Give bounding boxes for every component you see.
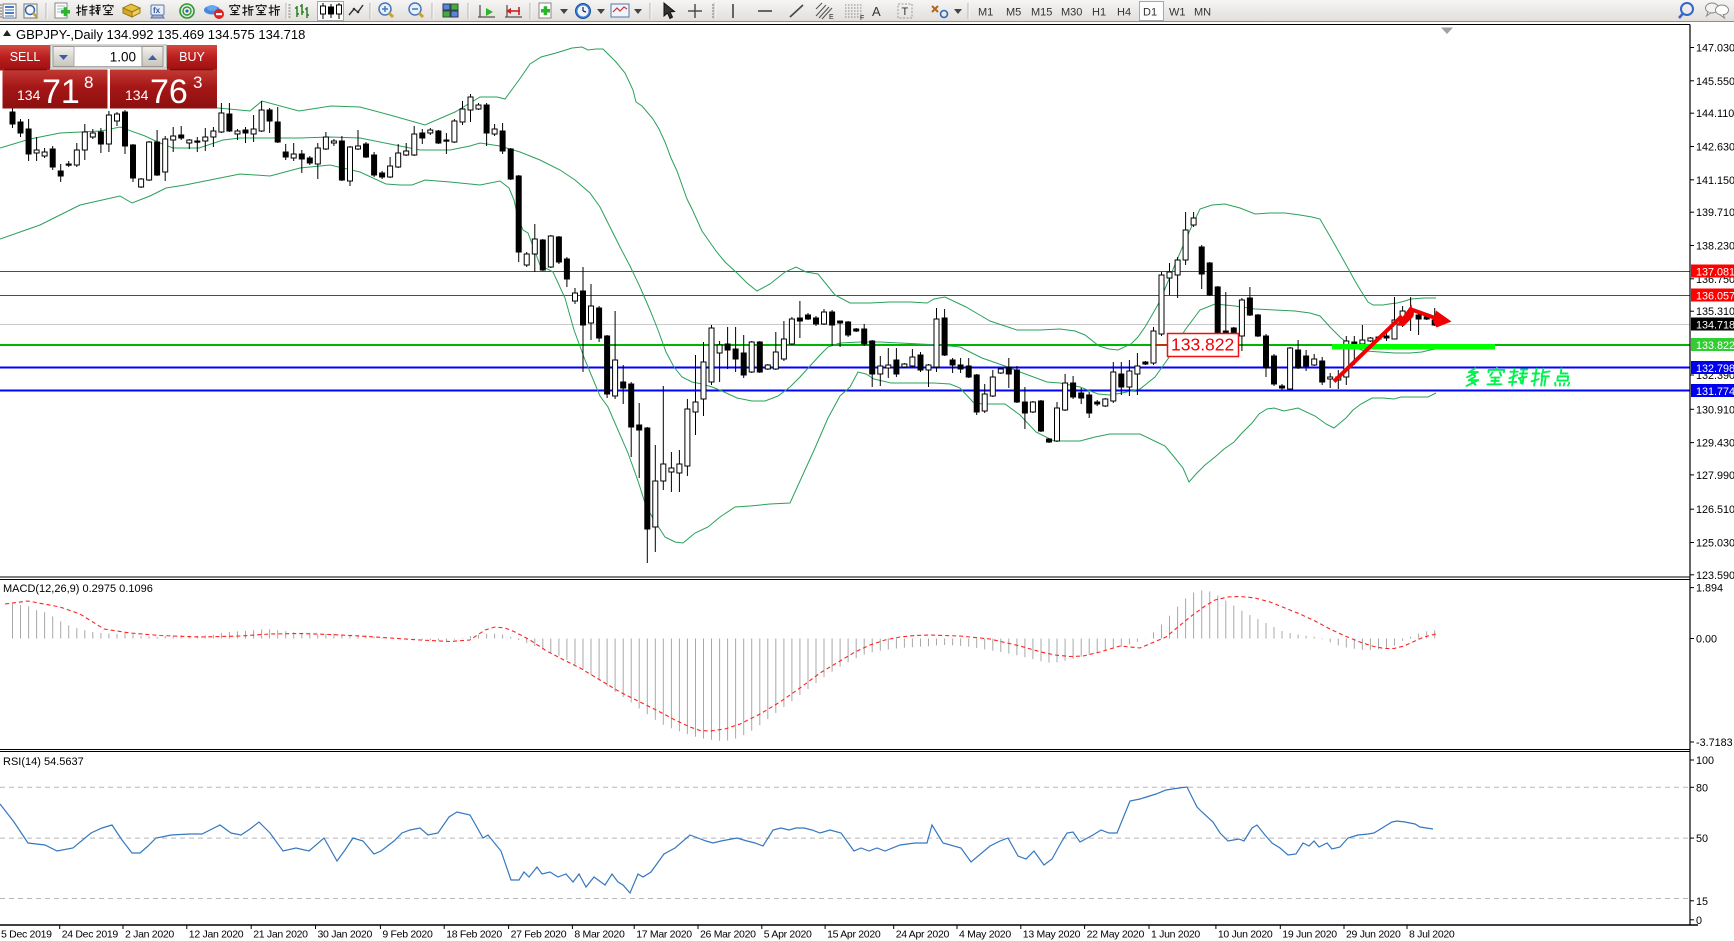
svg-text:134.718: 134.718 <box>1696 319 1734 331</box>
svg-text:GBPJPY-,Daily 134.992 135.469: GBPJPY-,Daily 134.992 135.469 134.575 13… <box>16 27 305 42</box>
svg-text:D1: D1 <box>1143 7 1157 19</box>
svg-text:E: E <box>829 14 834 21</box>
svg-text:MACD(12,26,9) 0.2975 0.1096: MACD(12,26,9) 0.2975 0.1096 <box>3 583 153 595</box>
svg-text:4 May 2020: 4 May 2020 <box>959 929 1011 941</box>
svg-text:127.990: 127.990 <box>1696 470 1734 482</box>
svg-text:147.030: 147.030 <box>1696 43 1734 55</box>
svg-text:137.081: 137.081 <box>1696 266 1734 278</box>
svg-text:1.894: 1.894 <box>1696 583 1723 595</box>
svg-text:5 Apr 2020: 5 Apr 2020 <box>764 929 812 941</box>
svg-text:W1: W1 <box>1169 7 1186 19</box>
svg-text:2 Jan 2020: 2 Jan 2020 <box>125 929 174 941</box>
svg-text:144.110: 144.110 <box>1696 108 1734 120</box>
svg-text:135.310: 135.310 <box>1696 306 1734 318</box>
svg-text:RSI(14) 54.5637: RSI(14) 54.5637 <box>3 756 84 768</box>
svg-text:30 Jan 2020: 30 Jan 2020 <box>318 929 373 941</box>
svg-text:H4: H4 <box>1117 7 1131 19</box>
svg-text:126.510: 126.510 <box>1696 504 1734 516</box>
svg-text:50: 50 <box>1696 833 1708 845</box>
svg-text:5 Dec 2019: 5 Dec 2019 <box>1 929 52 941</box>
svg-text:71: 71 <box>42 73 80 111</box>
svg-text:13 May 2020: 13 May 2020 <box>1023 929 1081 941</box>
svg-text:24 Dec 2019: 24 Dec 2019 <box>62 929 119 941</box>
svg-text:3: 3 <box>193 73 202 92</box>
svg-text:T: T <box>902 6 909 18</box>
svg-text:29 Jun 2020: 29 Jun 2020 <box>1346 929 1401 941</box>
svg-text:H1: H1 <box>1092 7 1106 19</box>
svg-text:8 Jul 2020: 8 Jul 2020 <box>1409 929 1455 941</box>
svg-text:136.057: 136.057 <box>1696 290 1734 302</box>
svg-text:9 Feb 2020: 9 Feb 2020 <box>382 929 433 941</box>
svg-text:1 Jun 2020: 1 Jun 2020 <box>1151 929 1200 941</box>
svg-text:139.710: 139.710 <box>1696 207 1734 219</box>
svg-text:15 Apr 2020: 15 Apr 2020 <box>827 929 881 941</box>
svg-text:138.230: 138.230 <box>1696 241 1734 253</box>
svg-text:0.00: 0.00 <box>1696 634 1717 646</box>
svg-text:145.550: 145.550 <box>1696 76 1734 88</box>
svg-text:24 Apr 2020: 24 Apr 2020 <box>896 929 950 941</box>
svg-text:131.774: 131.774 <box>1696 386 1734 398</box>
svg-text:27 Feb 2020: 27 Feb 2020 <box>511 929 567 941</box>
svg-text:1.00: 1.00 <box>110 50 136 65</box>
svg-text:0: 0 <box>1696 915 1702 927</box>
svg-text:22 May 2020: 22 May 2020 <box>1087 929 1145 941</box>
svg-text:12 Jan 2020: 12 Jan 2020 <box>189 929 244 941</box>
svg-text:19 Jun 2020: 19 Jun 2020 <box>1282 929 1337 941</box>
svg-text:141.150: 141.150 <box>1696 175 1734 187</box>
svg-text:BUY: BUY <box>179 50 205 64</box>
svg-text:M15: M15 <box>1031 7 1052 19</box>
svg-text:129.430: 129.430 <box>1696 438 1734 450</box>
svg-text:A: A <box>872 4 881 19</box>
svg-text:M30: M30 <box>1061 7 1082 19</box>
svg-text:130.910: 130.910 <box>1696 404 1734 416</box>
svg-text:80: 80 <box>1696 782 1708 794</box>
svg-text:8 Mar 2020: 8 Mar 2020 <box>574 929 625 941</box>
svg-text:76: 76 <box>150 73 188 111</box>
svg-text:142.630: 142.630 <box>1696 142 1734 154</box>
svg-text:15: 15 <box>1696 896 1708 908</box>
svg-text:M1: M1 <box>978 7 993 19</box>
svg-text:132.798: 132.798 <box>1696 363 1734 375</box>
svg-text:134: 134 <box>17 87 41 103</box>
svg-text:133.822: 133.822 <box>1696 340 1734 352</box>
svg-text:SELL: SELL <box>10 50 41 64</box>
svg-text:21 Jan 2020: 21 Jan 2020 <box>253 929 308 941</box>
svg-text:17 Mar 2020: 17 Mar 2020 <box>636 929 692 941</box>
svg-text:F: F <box>860 15 864 22</box>
svg-text:18 Feb 2020: 18 Feb 2020 <box>446 929 502 941</box>
svg-text:100: 100 <box>1696 755 1714 767</box>
svg-text:26 Mar 2020: 26 Mar 2020 <box>700 929 756 941</box>
svg-text:8: 8 <box>84 73 93 92</box>
svg-text:134: 134 <box>125 87 149 103</box>
svg-text:10 Jun 2020: 10 Jun 2020 <box>1218 929 1273 941</box>
svg-text:133.822: 133.822 <box>1171 335 1234 355</box>
svg-text:M5: M5 <box>1006 7 1021 19</box>
svg-text:123.590: 123.590 <box>1696 570 1734 582</box>
svg-text:-3.7183: -3.7183 <box>1696 737 1733 749</box>
svg-text:fx: fx <box>153 6 161 15</box>
svg-text:125.030: 125.030 <box>1696 538 1734 550</box>
svg-text:MN: MN <box>1194 7 1211 19</box>
